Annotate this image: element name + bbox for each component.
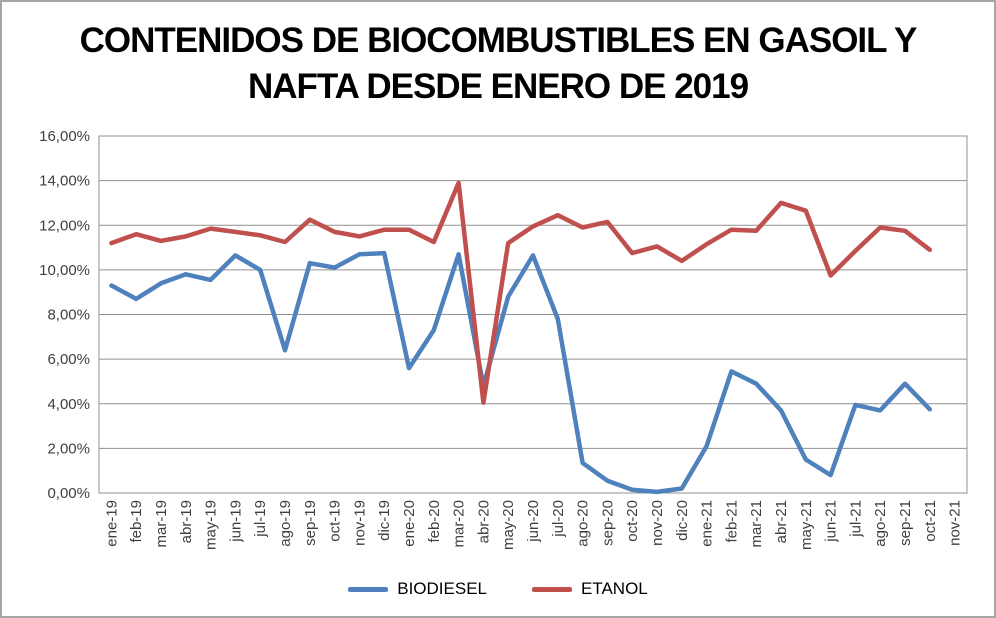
x-axis-tick-label: mar-19 bbox=[153, 500, 170, 548]
x-axis-tick-label: jun-20 bbox=[525, 500, 542, 543]
x-axis-tick-label: may-19 bbox=[203, 500, 220, 550]
biodiesel-line-swatch bbox=[348, 586, 389, 592]
x-axis-tick-label: ene-21 bbox=[699, 500, 716, 547]
chart-title-line-1: CONTENIDOS DE BIOCOMBUSTIBLES EN GASOIL … bbox=[79, 21, 918, 60]
x-axis-tick-label: ene-20 bbox=[401, 500, 418, 547]
x-axis-tick-label: jun-19 bbox=[227, 500, 244, 543]
x-axis-tick-label: abr-19 bbox=[178, 500, 195, 543]
x-axis-tick-label: feb-20 bbox=[426, 500, 443, 543]
x-axis-tick-label: jul-19 bbox=[252, 500, 269, 538]
y-axis-tick-label: 16,00% bbox=[39, 128, 90, 145]
x-axis-tick-label: abr-21 bbox=[773, 500, 790, 543]
x-axis-tick-label: sep-21 bbox=[897, 500, 914, 546]
y-axis-tick-label: 0,00% bbox=[47, 485, 90, 502]
etanol-line-swatch bbox=[532, 586, 572, 592]
x-axis-tick-label: sep-20 bbox=[599, 500, 616, 546]
legend: BIODIESEL ETANOL bbox=[2, 576, 994, 602]
y-axis-tick-label: 14,00% bbox=[39, 173, 90, 190]
chart-title-line-2: NAFTA DESDE ENERO DE 2019 bbox=[247, 67, 749, 106]
x-axis-tick-label: nov-21 bbox=[947, 500, 964, 546]
chart-title: CONTENIDOS DE BIOCOMBUSTIBLES EN GASOIL … bbox=[2, 18, 994, 110]
y-axis-tick-label: 12,00% bbox=[39, 217, 90, 234]
x-axis-tick-label: may-20 bbox=[500, 500, 517, 550]
legend-item-etanol: ETANOL bbox=[532, 579, 648, 599]
y-axis-tick-label: 10,00% bbox=[39, 262, 90, 279]
x-axis-tick-label: oct-20 bbox=[624, 500, 641, 542]
x-axis-tick-label: oct-21 bbox=[922, 500, 939, 542]
y-axis-tick-label: 6,00% bbox=[47, 351, 90, 368]
x-axis-tick-label: jun-21 bbox=[823, 500, 840, 543]
legend-label-etanol: ETANOL bbox=[581, 579, 648, 598]
x-axis-tick-label: oct-19 bbox=[327, 500, 344, 542]
x-axis-tick-label: sep-19 bbox=[302, 500, 319, 546]
x-axis-tick-label: feb-21 bbox=[723, 500, 740, 543]
legend-item-biodiesel: BIODIESEL bbox=[348, 579, 487, 599]
x-axis-tick-label: jul-21 bbox=[847, 500, 864, 538]
x-axis-tick-label: may-21 bbox=[798, 500, 815, 550]
y-axis-tick-label: 4,00% bbox=[47, 396, 90, 413]
x-axis-tick-label: nov-19 bbox=[351, 500, 368, 546]
y-axis-tick-label: 8,00% bbox=[47, 307, 90, 324]
x-axis-tick-label: mar-20 bbox=[451, 500, 468, 548]
legend-label-biodiesel: BIODIESEL bbox=[397, 579, 487, 598]
x-axis-tick-label: dic-19 bbox=[376, 500, 393, 541]
x-axis-tick-label: dic-20 bbox=[674, 500, 691, 541]
x-axis-tick-label: ago-20 bbox=[575, 500, 592, 547]
series-line-biodiesel bbox=[109, 250, 933, 495]
x-axis-tick-label: ago-19 bbox=[277, 500, 294, 547]
series-line-etanol bbox=[109, 180, 933, 405]
x-axis-tick-label: mar-21 bbox=[748, 500, 765, 548]
y-axis-tick-label: 2,00% bbox=[47, 440, 90, 457]
x-axis-tick-label: feb-19 bbox=[128, 500, 145, 543]
x-axis-tick-label: ene-19 bbox=[103, 500, 120, 547]
x-axis-tick-label: abr-20 bbox=[475, 500, 492, 543]
x-axis-tick-label: ago-21 bbox=[872, 500, 889, 547]
plot-border bbox=[98, 135, 968, 494]
x-axis-tick-label: jul-20 bbox=[550, 500, 567, 538]
x-axis-tick-label: nov-20 bbox=[649, 500, 666, 546]
